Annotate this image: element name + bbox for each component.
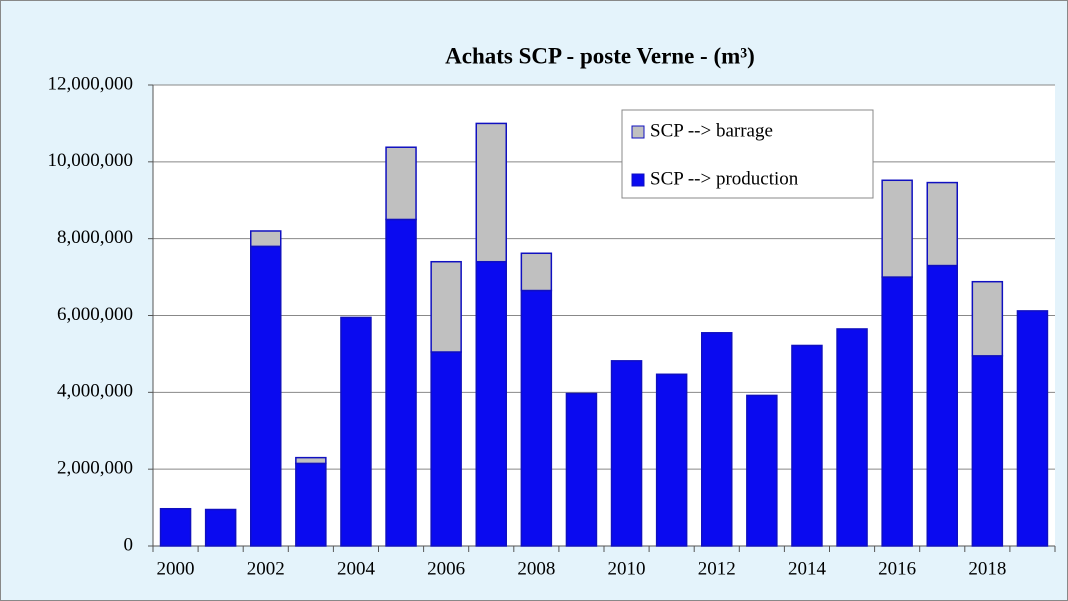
y-tick-label: 8,000,000 — [57, 227, 133, 248]
bar-segment — [791, 344, 823, 547]
bar-segment — [836, 328, 868, 547]
x-tick-label: 2004 — [337, 558, 376, 579]
bar-segment — [250, 245, 282, 547]
y-tick-label: 4,000,000 — [57, 381, 133, 402]
bar-segment — [159, 507, 192, 547]
bar-segment — [520, 252, 553, 292]
x-tick-label: 2012 — [698, 558, 736, 579]
bar-segment — [926, 181, 958, 267]
bar-segment — [250, 230, 282, 248]
bar-segment — [340, 316, 372, 547]
bar-segment — [430, 351, 462, 547]
x-tick-label: 2006 — [427, 558, 465, 579]
bar-segment — [881, 276, 913, 547]
bar-segment — [295, 456, 327, 465]
y-tick-label: 2,000,000 — [57, 458, 133, 479]
bar-segment — [610, 360, 643, 547]
x-tick-label: 2010 — [608, 558, 646, 579]
y-tick-label: 6,000,000 — [57, 304, 133, 325]
bar-segment — [1016, 310, 1049, 547]
bar-segment — [430, 260, 462, 353]
bar-segment — [475, 260, 507, 547]
legend-swatch — [631, 173, 645, 187]
bar-segment — [971, 355, 1004, 547]
bar-segment — [971, 280, 1004, 357]
bar-segment — [204, 508, 237, 547]
x-tick-label: 2008 — [517, 558, 555, 579]
legend-swatch — [631, 125, 645, 139]
bar-segment — [295, 462, 327, 547]
x-tick-label: 2016 — [878, 558, 916, 579]
bar-segment — [655, 373, 688, 547]
bar-segment — [881, 179, 913, 278]
bar-segment — [475, 122, 507, 263]
y-tick-label: 0 — [124, 534, 134, 555]
chart-title: Achats SCP - poste Verne - (m³) — [445, 43, 755, 68]
bar-segment — [565, 392, 598, 547]
x-tick-label: 2018 — [968, 558, 1006, 579]
legend-label: SCP --> production — [650, 168, 799, 189]
bar-segment — [746, 394, 778, 547]
legend-box — [621, 109, 874, 199]
x-tick-label: 2000 — [157, 558, 195, 579]
legend-label: SCP --> barrage — [650, 120, 773, 141]
bar-segment — [520, 289, 553, 547]
bar-segment — [701, 332, 733, 547]
bar-segment — [385, 218, 417, 547]
y-tick-label: 12,000,000 — [48, 73, 134, 94]
y-tick-label: 10,000,000 — [48, 150, 134, 171]
x-tick-label: 2002 — [247, 558, 285, 579]
bar-segment — [926, 264, 958, 547]
bar-segment — [385, 146, 417, 221]
x-tick-label: 2014 — [788, 558, 827, 579]
